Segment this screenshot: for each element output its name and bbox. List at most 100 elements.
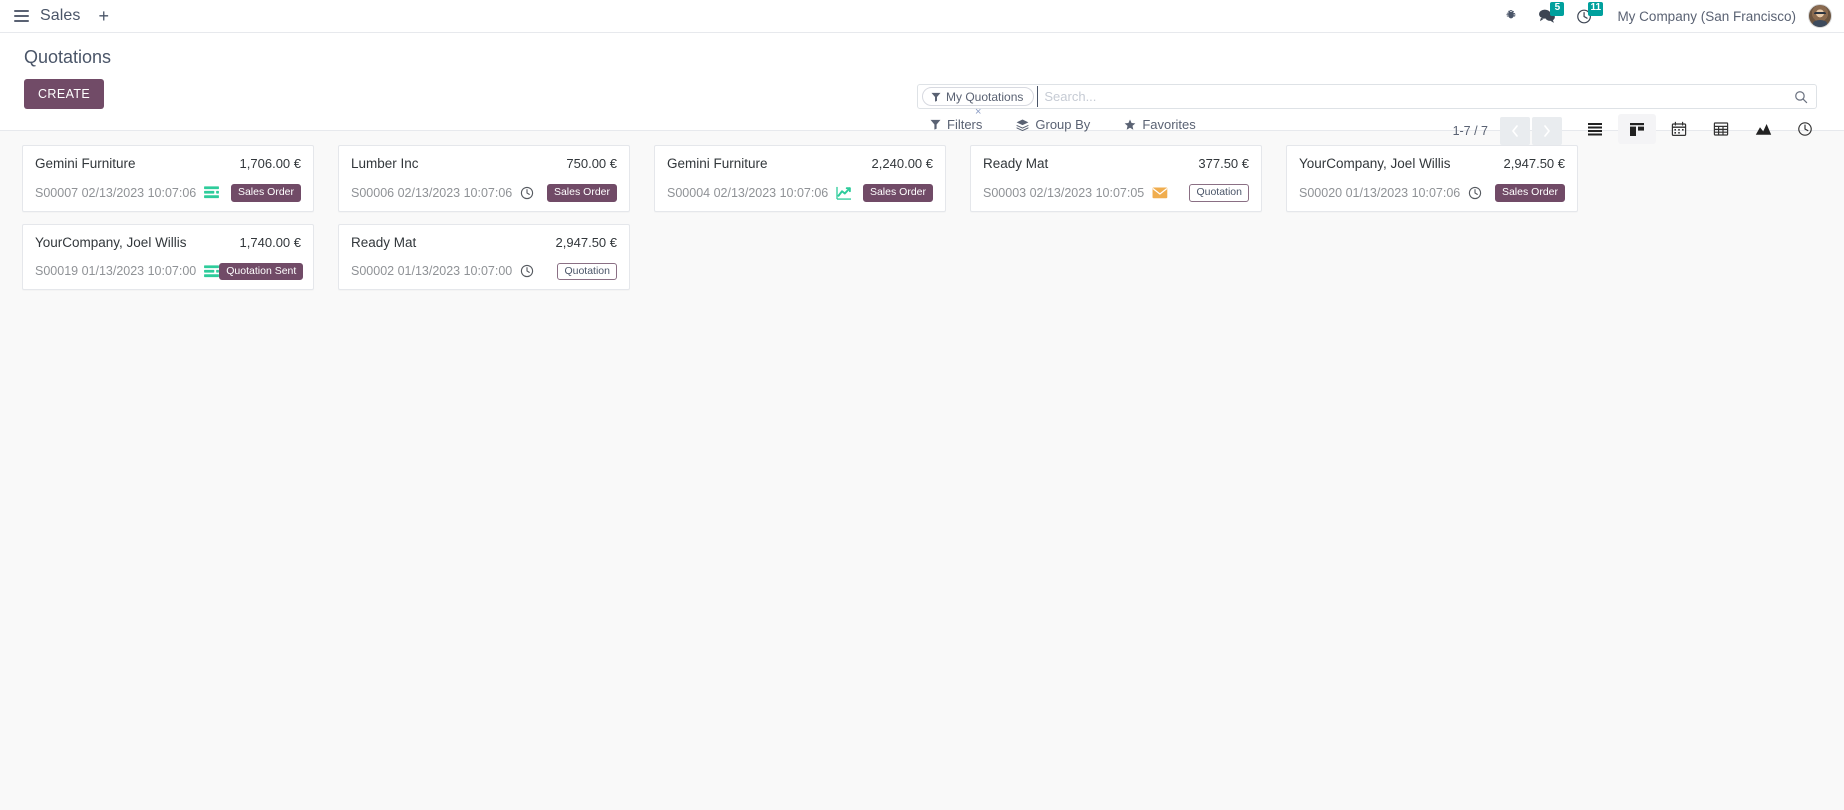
kanban-card-reference: S00006 02/13/2023 10:07:06 (351, 185, 513, 200)
kanban-card-amount: 377.50 € (1198, 156, 1249, 171)
activity-chart-green-icon[interactable] (836, 186, 852, 200)
messages-badge: 5 (1550, 1, 1565, 16)
kanban-card-reference: S00002 01/13/2023 10:07:00 (351, 264, 513, 279)
view-button-pivot[interactable] (1702, 114, 1740, 144)
kanban-card-reference-group: S00003 02/13/2023 10:07:05 (983, 186, 1168, 200)
kanban-card-footer: S00004 02/13/2023 10:07:06 Sales Order (667, 184, 933, 202)
view-switcher (1574, 114, 1826, 144)
activity-clock-grey-icon[interactable] (520, 264, 534, 278)
app-brand-sales[interactable]: Sales (40, 7, 81, 24)
kanban-card-header: Gemini Furniture 1,706.00 € (35, 156, 301, 171)
kanban-card-amount: 1,706.00 € (239, 156, 301, 171)
kanban-card-amount: 2,947.50 € (555, 234, 617, 250)
messages-icon[interactable]: 5 (1528, 0, 1566, 33)
view-button-calendar[interactable] (1660, 114, 1698, 144)
kanban-card-reference: S00019 01/13/2023 10:07:00 (35, 264, 197, 279)
search-menus: Filters Group By Favorites (930, 117, 1196, 132)
filters-menu-label: Filters (947, 117, 983, 132)
favorites-menu-label: Favorites (1142, 117, 1196, 132)
search-facet-remove-icon[interactable]: × (974, 106, 982, 118)
kanban-card[interactable]: YourCompany, Joel Willis 1,740.00 € S00019… (22, 223, 314, 290)
kanban-card[interactable]: Ready Mat 377.50 € S00003 02/13/2023 10:07… (970, 145, 1262, 212)
view-button-activity[interactable] (1786, 114, 1824, 144)
group-by-menu[interactable]: Group By (1016, 117, 1090, 132)
kanban-card-customer: Gemini Furniture (667, 156, 768, 171)
kanban-card[interactable]: Lumber Inc 750.00 € S00006 02/13/2023 10:0… (338, 145, 630, 212)
activity-clock-grey-icon[interactable] (1468, 186, 1482, 200)
activity-envelope-orange-icon[interactable] (1152, 187, 1168, 199)
favorites-menu[interactable]: Favorites (1124, 117, 1196, 132)
search-input[interactable] (1037, 86, 1790, 107)
kanban-card-footer: S00019 01/13/2023 10:07:00 Quotation Sent (35, 262, 304, 280)
kanban-card-reference-group: S00007 02/13/2023 10:07:06 (35, 185, 220, 200)
navbar-left: Sales + (8, 3, 117, 29)
kanban-card-footer: S00006 02/13/2023 10:07:06 Sales Order (351, 184, 617, 202)
hamburger-icon[interactable] (8, 3, 34, 29)
navbar-right: 5 11 My Company (San Francisco) (1494, 0, 1832, 32)
kanban-card[interactable]: Ready Mat 2,947.50 € S00002 01/13/2023 10:… (338, 223, 630, 290)
kanban-card-amount: 750.00 € (566, 156, 617, 171)
kanban-view: Gemini Furniture 1,706.00 € S00007 02/13/2… (0, 131, 1844, 810)
kanban-card[interactable]: Gemini Furniture 2,240.00 € S00004 02/13/2… (654, 145, 946, 212)
kanban-card-reference-group: S00019 01/13/2023 10:07:00 (35, 264, 220, 279)
kanban-card-header: YourCompany, Joel Willis 2,947.50 € (1299, 156, 1565, 171)
avatar[interactable] (1808, 4, 1832, 28)
status-badge: Sales Order (546, 184, 617, 202)
create-button[interactable]: CREATE (24, 79, 105, 109)
kanban-card-customer: YourCompany, Joel Willis (1299, 156, 1451, 171)
kanban-card-reference: S00007 02/13/2023 10:07:06 (35, 185, 197, 200)
view-button-graph[interactable] (1744, 114, 1782, 144)
activities-clock-icon[interactable]: 11 (1566, 0, 1604, 33)
status-badge: Sales Order (1494, 184, 1565, 202)
kanban-card-reference-group: S00004 02/13/2023 10:07:06 (667, 186, 852, 200)
filter-icon (930, 119, 941, 130)
star-icon (1124, 118, 1136, 131)
company-switcher[interactable]: My Company (San Francisco) (1617, 8, 1796, 24)
kanban-card-amount: 2,947.50 € (1503, 156, 1565, 171)
bug-icon[interactable] (1494, 0, 1528, 33)
activity-clock-grey-icon[interactable] (520, 186, 534, 200)
kanban-card-header: Lumber Inc 750.00 € (351, 156, 617, 171)
activities-badge: 11 (1588, 1, 1604, 16)
activity-list-green-icon[interactable] (204, 186, 220, 199)
kanban-card-footer: S00002 01/13/2023 10:07:00 Quotation (351, 262, 617, 280)
search-view: My Quotations × (917, 84, 1817, 118)
kanban-card-footer: S00020 01/13/2023 10:07:06 Sales Order (1299, 184, 1565, 202)
group-by-menu-label: Group By (1035, 117, 1091, 132)
view-button-list[interactable] (1576, 114, 1614, 144)
pager-counter: 1-7 / 7 (1452, 124, 1488, 138)
kanban-card-footer: S00003 02/13/2023 10:07:05 Quotation (983, 184, 1249, 202)
status-badge: Quotation (557, 262, 617, 280)
kanban-card-amount: 1,740.00 € (239, 234, 301, 250)
layers-icon (1016, 119, 1029, 131)
status-badge: Sales Order (230, 184, 301, 202)
new-record-plus-button[interactable]: + (98, 6, 110, 26)
kanban-card-reference-group: S00002 01/13/2023 10:07:00 (351, 264, 534, 278)
kanban-card-header: Ready Mat 377.50 € (983, 156, 1249, 171)
kanban-card-customer: YourCompany, Joel Willis (35, 234, 187, 250)
kanban-card-customer: Gemini Furniture (35, 156, 136, 171)
status-badge: Quotation (1189, 184, 1249, 202)
pager-next-button[interactable] (1532, 117, 1562, 145)
status-badge: Sales Order (862, 184, 933, 202)
kanban-card-customer: Ready Mat (351, 234, 417, 250)
control-panel: Quotations CREATE My Quotations × (0, 33, 1844, 145)
status-badge: Quotation Sent (219, 262, 304, 280)
kanban-card-reference-group: S00020 01/13/2023 10:07:06 (1299, 186, 1482, 200)
filters-menu[interactable]: Filters (930, 117, 982, 132)
pager-previous-button[interactable] (1500, 117, 1530, 145)
search-facet-my-quotations[interactable]: My Quotations × (922, 87, 1035, 118)
kanban-card-header: Ready Mat 2,947.50 € (351, 235, 617, 250)
kanban-card-customer: Ready Mat (983, 156, 1049, 171)
filter-icon (931, 92, 941, 102)
kanban-card-reference: S00004 02/13/2023 10:07:06 (667, 185, 829, 200)
search-icon[interactable] (1790, 90, 1812, 104)
page-title: Quotations (24, 47, 112, 67)
pager: 1-7 / 7 (1453, 117, 1562, 145)
kanban-card-header: Gemini Furniture 2,240.00 € (667, 156, 933, 171)
activity-list-green-icon[interactable] (204, 265, 220, 278)
kanban-card-customer: Lumber Inc (351, 156, 419, 171)
view-button-kanban[interactable] (1618, 114, 1656, 144)
kanban-card[interactable]: YourCompany, Joel Willis 2,947.50 € S00020… (1286, 145, 1578, 212)
kanban-card[interactable]: Gemini Furniture 1,706.00 € S00007 02/13/2… (22, 145, 314, 212)
